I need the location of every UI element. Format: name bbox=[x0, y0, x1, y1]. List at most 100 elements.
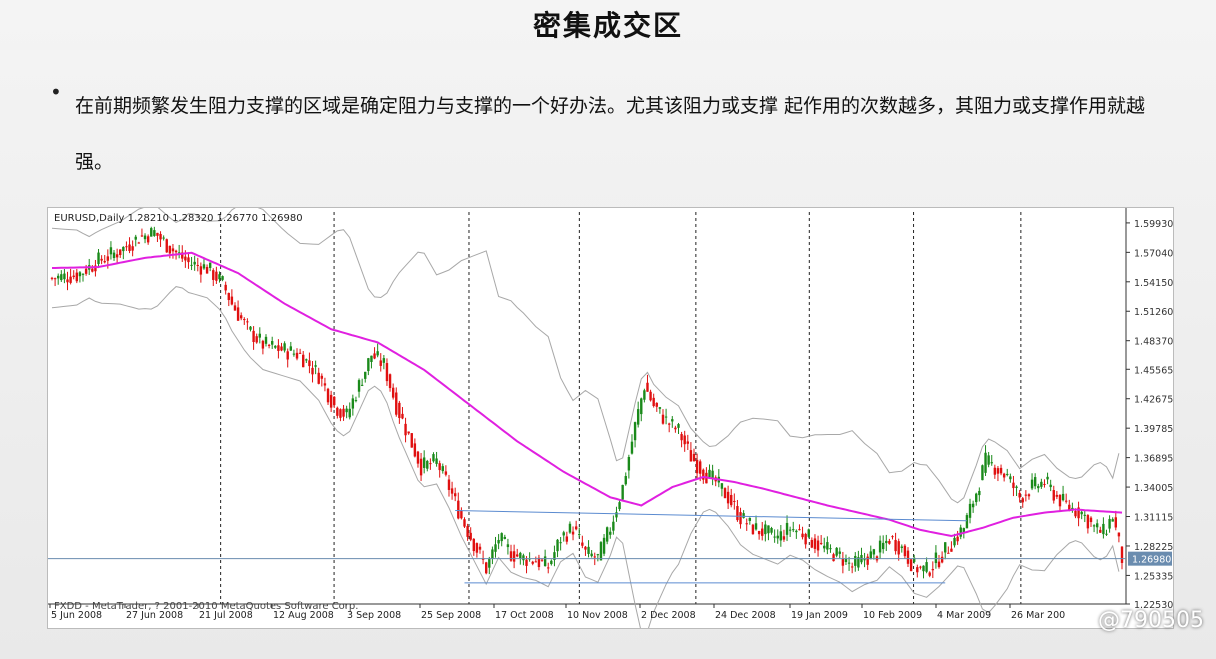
candle-body bbox=[153, 230, 156, 236]
candle-body bbox=[968, 503, 972, 518]
candle-body bbox=[906, 550, 910, 564]
candle-body bbox=[227, 293, 230, 301]
candle-body bbox=[779, 531, 783, 541]
candle-body bbox=[568, 523, 572, 533]
candle-body bbox=[547, 567, 550, 569]
candle-body bbox=[398, 402, 401, 419]
candle-body bbox=[816, 540, 820, 551]
candle-body bbox=[267, 344, 271, 346]
candle-body bbox=[913, 557, 916, 562]
candle-body bbox=[264, 336, 268, 344]
candle-body bbox=[466, 526, 469, 537]
candle-body bbox=[50, 277, 54, 279]
x-tick-label: 24 Dec 2008 bbox=[715, 610, 776, 621]
y-tick-label: 1.39785 bbox=[1134, 424, 1173, 435]
candle-body bbox=[788, 529, 792, 531]
candle-body bbox=[1120, 546, 1124, 563]
candle-body bbox=[162, 237, 165, 239]
candle-body bbox=[314, 365, 317, 367]
candle-body bbox=[63, 273, 66, 280]
candle-body bbox=[767, 525, 770, 534]
candle-body bbox=[984, 452, 987, 473]
candle-body bbox=[450, 488, 454, 494]
candle-body bbox=[516, 554, 519, 557]
lower-band bbox=[51, 286, 1120, 633]
eurusd-chart[interactable]: 1.59930 1.57040 1.54150 1.51260 1.48370 1.455… bbox=[48, 203, 1173, 633]
candle-body bbox=[909, 559, 913, 572]
candle-body bbox=[823, 545, 826, 549]
candle-body bbox=[280, 346, 283, 351]
candle-body bbox=[292, 353, 296, 355]
y-tick-label: 1.31115 bbox=[1134, 513, 1173, 524]
candle-body bbox=[187, 257, 190, 263]
candle-body bbox=[599, 542, 603, 561]
x-tick-label: 12 Aug 2008 bbox=[273, 610, 334, 621]
candle-body bbox=[1092, 525, 1096, 527]
candle-body bbox=[94, 265, 97, 272]
candle-body bbox=[339, 409, 342, 418]
y-tick-label: 1.57040 bbox=[1134, 248, 1173, 259]
candle-body bbox=[196, 264, 199, 266]
candle-body bbox=[1074, 510, 1077, 517]
candle-body bbox=[122, 246, 125, 252]
candle-body bbox=[509, 551, 513, 561]
candle-body bbox=[894, 539, 897, 552]
candle-body bbox=[1095, 523, 1099, 528]
price-axis: 1.59930 1.57040 1.54150 1.51260 1.48370 1.455… bbox=[1126, 219, 1173, 611]
candle-body bbox=[1083, 514, 1086, 516]
candle-body bbox=[125, 246, 128, 248]
candle-body bbox=[168, 245, 172, 254]
candle-body bbox=[407, 431, 410, 434]
candle-body bbox=[1117, 532, 1121, 537]
candle-body bbox=[447, 479, 451, 490]
candle-body bbox=[289, 346, 293, 351]
x-tick-label: 25 Sep 2008 bbox=[421, 610, 481, 621]
candle-body bbox=[782, 536, 786, 540]
candle-body bbox=[686, 441, 689, 444]
candle-body bbox=[413, 443, 417, 457]
candle-body bbox=[795, 530, 798, 533]
candle-body bbox=[1086, 515, 1090, 529]
candle-body bbox=[1033, 477, 1037, 487]
candle-body bbox=[878, 540, 882, 553]
candle-body bbox=[305, 359, 308, 361]
candle-body bbox=[184, 256, 187, 261]
candle-body bbox=[677, 424, 680, 428]
candle-body bbox=[962, 528, 966, 533]
candle-body bbox=[215, 271, 218, 281]
x-tick-label: 19 Jan 2009 bbox=[791, 610, 848, 621]
candle-body bbox=[376, 351, 379, 356]
candle-body bbox=[1080, 511, 1083, 515]
candle-body bbox=[364, 371, 367, 379]
candle-body bbox=[53, 278, 57, 280]
candle-body bbox=[1049, 484, 1052, 488]
candle-body bbox=[181, 252, 184, 259]
candle-body bbox=[1043, 483, 1046, 485]
watermark: @790505 bbox=[1098, 608, 1204, 633]
candle-body bbox=[308, 360, 311, 367]
candle-body bbox=[174, 250, 178, 253]
candle-body bbox=[230, 296, 234, 305]
candle-body bbox=[522, 555, 525, 561]
candle-body bbox=[370, 355, 373, 362]
candle-body bbox=[944, 542, 947, 553]
candle-body bbox=[131, 246, 134, 251]
candle-body bbox=[581, 542, 584, 546]
candle-body bbox=[869, 551, 872, 560]
candle-body bbox=[1015, 486, 1018, 488]
candle-body bbox=[326, 388, 330, 403]
candle-body bbox=[618, 502, 621, 510]
candle-body bbox=[798, 529, 801, 531]
candle-body bbox=[652, 397, 655, 407]
candle-body bbox=[295, 352, 299, 359]
candle-body bbox=[119, 249, 122, 255]
candle-body bbox=[708, 469, 711, 478]
candle-body bbox=[702, 469, 705, 480]
candle-body bbox=[103, 261, 106, 263]
candle-body bbox=[891, 536, 894, 538]
candle-body bbox=[745, 523, 748, 525]
candle-body bbox=[801, 533, 804, 538]
candle-body bbox=[841, 558, 845, 566]
candle-body bbox=[748, 517, 752, 521]
candle-body bbox=[792, 529, 795, 531]
